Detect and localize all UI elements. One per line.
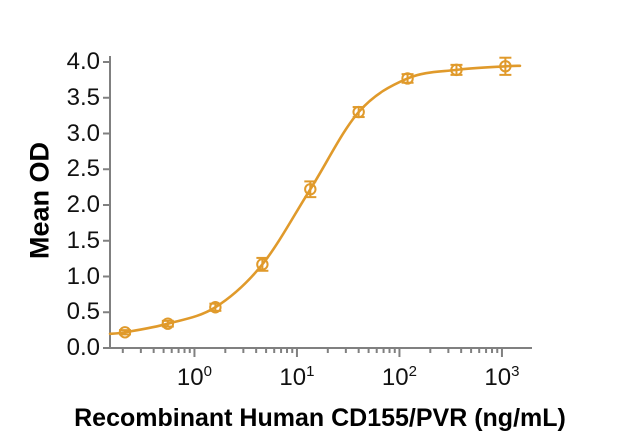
y-tick-label: 3.5 (66, 83, 100, 111)
y-tick-label: 1.5 (66, 226, 100, 254)
y-tick-label: 0.5 (66, 298, 100, 326)
y-tick-label: 2.0 (66, 191, 100, 218)
y-tick-label: 1.0 (66, 262, 100, 290)
x-tick-label: 102 (381, 363, 417, 391)
x-axis-ticks (121, 348, 503, 357)
x-tick-label: 100 (176, 363, 212, 391)
error-bars (118, 56, 512, 336)
fit-curve (108, 64, 522, 336)
y-tick-label: 0.0 (66, 334, 100, 361)
y-axis-ticks (103, 61, 110, 349)
x-tick-label: 101 (279, 363, 315, 391)
y-tick-label: 4.0 (66, 48, 100, 75)
y-tick-label: 2.5 (66, 155, 100, 183)
x-tick-label: 103 (484, 363, 520, 391)
axis-lines (109, 56, 532, 349)
y-tick-label: 3.0 (66, 119, 100, 147)
data-point-markers (118, 60, 512, 339)
x-axis-title: Recombinant Human CD155/PVR (ng/mL) (74, 404, 566, 432)
